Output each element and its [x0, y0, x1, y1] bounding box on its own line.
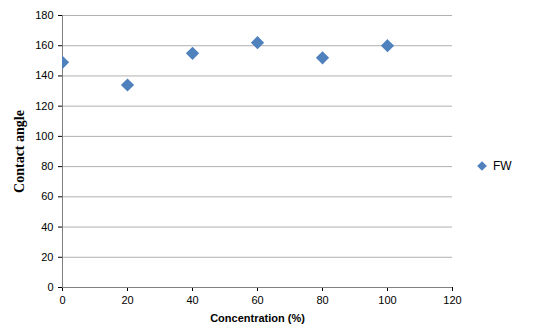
svg-text:20: 20: [41, 251, 53, 263]
svg-text:60: 60: [41, 190, 53, 202]
svg-text:100: 100: [378, 294, 396, 306]
svg-text:40: 40: [186, 294, 198, 306]
svg-text:80: 80: [41, 160, 53, 172]
svg-text:160: 160: [35, 39, 53, 51]
svg-text:180: 180: [35, 9, 53, 21]
svg-text:20: 20: [121, 294, 133, 306]
svg-text:Contact angle: Contact angle: [12, 110, 27, 193]
html-text:FW: FW: [493, 159, 512, 173]
svg-text:60: 60: [251, 294, 263, 306]
svg-text:0: 0: [59, 294, 65, 306]
svg-text:100: 100: [35, 130, 53, 142]
svg-text:0: 0: [47, 281, 53, 293]
svg-text:120: 120: [443, 294, 461, 306]
svg-text:140: 140: [35, 69, 53, 81]
svg-text:120: 120: [35, 100, 53, 112]
svg-text:Concentration (%): Concentration (%): [210, 312, 305, 324]
svg-text:80: 80: [316, 294, 328, 306]
svg-text:40: 40: [41, 221, 53, 233]
